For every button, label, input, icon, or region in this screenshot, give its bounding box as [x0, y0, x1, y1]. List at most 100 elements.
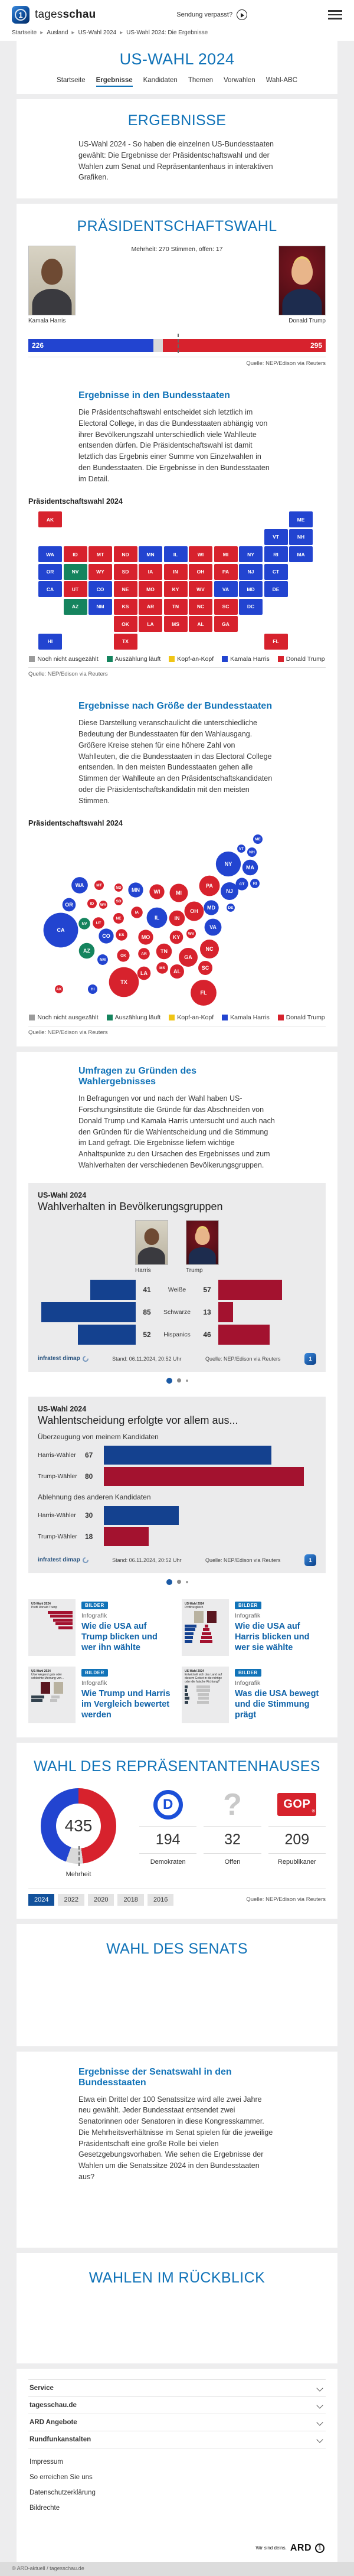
teaser-title[interactable]: Wie die USA auf Trump blicken und wer ih… — [81, 1621, 158, 1652]
state-tile-NV[interactable]: NV — [63, 563, 87, 580]
state-bubble-IN[interactable] — [169, 910, 185, 927]
state-bubble-AZ[interactable] — [78, 943, 95, 959]
state-tile-MA[interactable]: MA — [289, 546, 313, 563]
us-states-map[interactable]: AK AL AR AZ CA CO CT DC DE FL GA HI IA ID IL IN KS KY LA MA… — [38, 511, 316, 650]
state-bubble-KS[interactable] — [116, 929, 127, 941]
tagesschau-logo-icon[interactable] — [12, 6, 30, 24]
state-bubble-ND[interactable] — [114, 883, 123, 892]
state-bubble-AL[interactable] — [170, 964, 184, 979]
state-tile-NM[interactable]: NM — [88, 598, 112, 615]
state-tile-LA[interactable]: LA — [139, 616, 162, 632]
state-tile-MT[interactable]: MT — [88, 546, 112, 563]
footer-accordion-tagesschaude[interactable]: tagesschau.de — [28, 2397, 326, 2414]
state-bubble-WV[interactable] — [186, 929, 196, 939]
teaser-3[interactable]: US-Wahl 2024 Überwiegend gute oder schlec… — [28, 1666, 172, 1723]
state-bubble-CA[interactable] — [43, 912, 78, 948]
footer-link-bildrechte[interactable]: Bildrechte — [30, 2504, 60, 2512]
teaser-2[interactable]: US-Wahl 2024 Profilvergleich BILDER Infogra… — [182, 1599, 326, 1656]
state-bubble-IA[interactable] — [131, 907, 143, 919]
state-tile-NC[interactable]: NC — [189, 598, 212, 615]
state-bubble-FL[interactable] — [191, 980, 217, 1006]
state-tile-GA[interactable]: GA — [214, 616, 238, 632]
play-icon[interactable] — [237, 9, 248, 20]
state-tile-OR[interactable]: OR — [38, 563, 62, 580]
state-tile-CT[interactable]: CT — [264, 563, 288, 580]
state-bubble-RI[interactable] — [250, 879, 260, 889]
state-tile-AK[interactable]: AK — [38, 511, 62, 528]
state-tile-NE[interactable]: NE — [113, 581, 137, 598]
state-tile-NH[interactable]: NH — [289, 529, 313, 545]
state-tile-DC[interactable]: DC — [239, 598, 263, 615]
state-tile-MO[interactable]: MO — [139, 581, 162, 598]
state-tile-SD[interactable]: SD — [113, 563, 137, 580]
state-tile-MS[interactable]: MS — [163, 616, 188, 632]
breadcrumb-item[interactable]: US-Wahl 2024: Die Ergebnisse — [126, 30, 208, 36]
state-bubble-TX[interactable] — [109, 967, 139, 997]
tagesschau-wordmark[interactable]: tagesschau — [35, 8, 96, 21]
state-tile-WI[interactable]: WI — [189, 546, 212, 563]
state-tile-VA[interactable]: VA — [214, 581, 238, 598]
state-tile-MN[interactable]: MN — [139, 546, 162, 563]
electoral-bubble-map[interactable]: AK AL AR AZ CA CO CT DE FL GA HI IA ID IL IN KS KY LA MA MD… — [30, 831, 324, 1008]
tab-kandidaten[interactable]: Kandidaten — [143, 77, 178, 84]
state-bubble-IL[interactable] — [146, 907, 168, 928]
footer-accordion-ardangebote[interactable]: ARD Angebote — [28, 2414, 326, 2431]
state-tile-AZ[interactable]: AZ — [63, 598, 87, 615]
state-bubble-SD[interactable] — [114, 897, 123, 906]
state-tile-NY[interactable]: NY — [239, 546, 263, 563]
state-tile-SC[interactable]: SC — [214, 598, 238, 615]
state-tile-FL[interactable]: FL — [264, 633, 288, 650]
carousel-dot[interactable] — [185, 1379, 188, 1382]
state-tile-CA[interactable]: CA — [38, 581, 62, 598]
state-tile-VT[interactable]: VT — [264, 529, 288, 545]
state-bubble-NV[interactable] — [78, 918, 90, 930]
teaser-title[interactable]: Wie die USA auf Harris blicken und wer s… — [235, 1621, 310, 1652]
teaser-title[interactable]: Was die USA bewegt und die Stimmung präg… — [235, 1688, 319, 1720]
state-bubble-UT[interactable] — [93, 917, 104, 930]
state-bubble-WY[interactable] — [99, 901, 107, 909]
tab-wahl-abc[interactable]: Wahl-ABC — [266, 77, 297, 84]
state-bubble-KY[interactable] — [169, 930, 183, 944]
state-bubble-NJ[interactable] — [221, 882, 238, 901]
state-tile-PA[interactable]: PA — [214, 563, 238, 580]
footer-accordion-rundfunkanstalten[interactable]: Rundfunkanstalten — [28, 2431, 326, 2448]
state-bubble-CT[interactable] — [235, 878, 248, 891]
state-tile-CO[interactable]: CO — [88, 581, 112, 598]
state-tile-IL[interactable]: IL — [163, 546, 188, 563]
state-bubble-NC[interactable] — [200, 940, 219, 959]
state-tile-KS[interactable]: KS — [113, 598, 137, 615]
state-tile-DE[interactable]: DE — [264, 581, 288, 598]
state-bubble-MI[interactable] — [169, 883, 188, 902]
state-bubble-WI[interactable] — [149, 884, 165, 899]
breadcrumb-item[interactable]: Ausland — [47, 30, 68, 36]
year-chip-2024[interactable]: 2024 — [28, 1893, 55, 1906]
year-chip-2020[interactable]: 2020 — [87, 1893, 114, 1906]
state-bubble-TN[interactable] — [156, 943, 172, 960]
breadcrumb-item[interactable]: US-Wahl 2024 — [78, 30, 117, 36]
state-tile-UT[interactable]: UT — [63, 581, 87, 598]
state-tile-OK[interactable]: OK — [113, 616, 137, 632]
missed-broadcast-link[interactable]: Sendung verpasst? — [176, 9, 248, 20]
state-bubble-MN[interactable] — [128, 882, 143, 898]
state-bubble-MD[interactable] — [204, 900, 219, 915]
state-bubble-GA[interactable] — [179, 948, 198, 967]
state-bubble-VT[interactable] — [237, 844, 245, 853]
state-bubble-LA[interactable] — [137, 966, 151, 980]
state-tile-AR[interactable]: AR — [139, 598, 162, 615]
state-tile-ID[interactable]: ID — [63, 546, 87, 563]
state-bubble-AK[interactable] — [55, 985, 63, 994]
teaser-4[interactable]: US-Wahl 2024 Entwickelt sich das Land auf… — [182, 1666, 326, 1723]
state-bubble-NE[interactable] — [113, 913, 124, 924]
state-bubble-MS[interactable] — [156, 962, 168, 974]
state-tile-TN[interactable]: TN — [163, 598, 188, 615]
state-bubble-CO[interactable] — [99, 928, 114, 944]
year-chip-2018[interactable]: 2018 — [117, 1893, 144, 1906]
hamburger-menu-icon[interactable] — [327, 10, 342, 19]
state-bubble-OR[interactable] — [62, 898, 76, 912]
state-bubble-DE[interactable] — [227, 904, 235, 912]
state-bubble-OH[interactable] — [184, 901, 204, 921]
footer-accordion-service[interactable]: Service — [28, 2379, 326, 2397]
tab-themen[interactable]: Themen — [188, 77, 213, 84]
state-bubble-NH[interactable] — [247, 847, 257, 857]
state-tile-IA[interactable]: IA — [139, 563, 162, 580]
